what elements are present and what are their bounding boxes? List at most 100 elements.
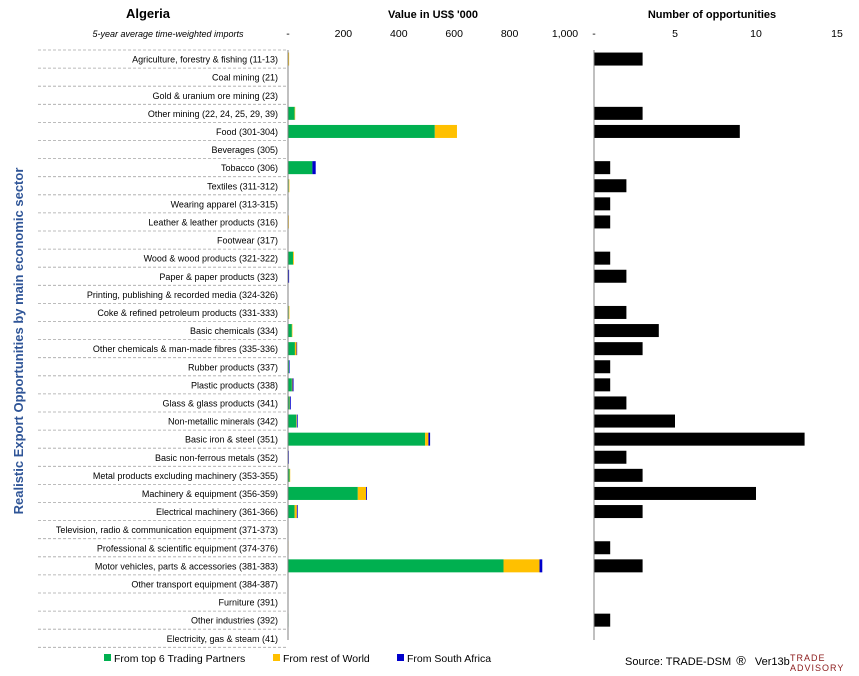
category-label: Rubber products (337)	[188, 362, 278, 372]
imports-subtitle: 5-year average time-weighted imports	[92, 29, 244, 39]
value-bar-top6	[288, 432, 426, 446]
category-label: Tobacco (306)	[221, 163, 278, 173]
legend-label-top6: From top 6 Trading Partners	[114, 653, 245, 665]
legend-swatch-sa	[397, 654, 404, 661]
count-bar	[594, 106, 643, 120]
value-bar-top6	[288, 468, 290, 482]
logo-line2: ADVISORY	[790, 663, 844, 673]
value-tick-label: 600	[445, 28, 463, 40]
legend-swatch-row	[273, 654, 280, 661]
category-label: Glass & glass products (341)	[162, 398, 278, 408]
count-tick-label: -	[592, 28, 596, 40]
value-bar-sa	[292, 378, 294, 392]
value-tick-label: -	[286, 28, 290, 40]
count-tick-label: 10	[750, 28, 762, 40]
version-label: Ver13b	[755, 656, 790, 668]
legend-label-sa: From South Africa	[407, 653, 491, 665]
category-label: Television, radio & communication equipm…	[56, 525, 278, 535]
value-axis-title: Value in US$ '000	[388, 9, 478, 21]
category-label: Food (301-304)	[216, 127, 278, 137]
count-bar	[594, 305, 627, 319]
category-labels: Agriculture, forestry & fishing (11-13) C…	[56, 55, 278, 644]
category-label: Wearing apparel (313-315)	[171, 199, 278, 209]
value-tick-label: 200	[335, 28, 353, 40]
category-label: Electrical machinery (361-366)	[156, 507, 278, 517]
value-bar-sa	[296, 505, 298, 519]
category-label: Coal mining (21)	[212, 73, 278, 83]
category-label: Beverages (305)	[211, 145, 278, 155]
category-label: Electricity, gas & steam (41)	[167, 634, 278, 644]
count-bar	[594, 486, 756, 500]
count-bar	[594, 251, 611, 265]
country-title: Algeria	[126, 6, 171, 21]
value-axis-ticks: - 200 400 600 800 1,000	[286, 28, 578, 40]
value-bar-row	[289, 468, 291, 482]
count-bar	[594, 414, 675, 428]
value-bar-top6	[288, 559, 504, 573]
value-bar-sa	[428, 432, 431, 446]
category-label: Basic iron & steel (351)	[185, 435, 278, 445]
category-label: Basic chemicals (334)	[190, 326, 278, 336]
category-label: Other transport equipment (384-387)	[131, 579, 278, 589]
value-bar-row	[425, 432, 429, 446]
category-label: Coke & refined petroleum products (331-3…	[97, 308, 278, 318]
value-bar-top6	[288, 360, 290, 374]
value-bar-row	[434, 124, 457, 138]
value-tick-label: 400	[390, 28, 408, 40]
count-bar	[594, 52, 643, 66]
value-bars	[288, 52, 543, 627]
count-bar	[594, 269, 627, 283]
value-bar-top6	[288, 378, 292, 392]
count-bar	[594, 613, 611, 627]
value-bar-row	[296, 414, 297, 428]
category-label: Other chemicals & man-made fibres (335-3…	[93, 344, 278, 354]
value-bar-sa	[312, 161, 316, 175]
value-bar-sa	[366, 486, 367, 500]
value-bar-sa	[539, 559, 543, 573]
category-label: Gold & uranium ore mining (23)	[152, 91, 278, 101]
category-label: Paper & paper products (323)	[159, 272, 278, 282]
category-label: Plastic products (338)	[191, 380, 278, 390]
value-bar-top6	[288, 251, 293, 265]
category-label: Non-metallic minerals (342)	[168, 417, 278, 427]
count-bar	[594, 559, 643, 573]
value-bar-sa	[288, 269, 290, 283]
value-bar-row	[291, 324, 293, 338]
value-tick-label: 800	[501, 28, 519, 40]
count-bar	[594, 360, 611, 374]
value-bar-sa	[296, 342, 298, 356]
count-bar	[594, 324, 659, 338]
value-bar-top6	[288, 505, 295, 519]
category-label: Footwear (317)	[217, 236, 278, 246]
value-bar-sa	[296, 414, 298, 428]
category-label: Professional & scientific equipment (374…	[97, 543, 278, 553]
value-bar-top6	[288, 106, 295, 120]
value-bar-row	[288, 179, 290, 193]
value-bar-row	[292, 251, 294, 265]
category-label: Basic non-ferrous metals (352)	[155, 453, 278, 463]
value-bar-row	[503, 559, 540, 573]
count-bar	[594, 179, 627, 193]
category-label: Textiles (311-312)	[207, 181, 278, 191]
value-bar-row	[294, 505, 297, 519]
y-axis-title: Realistic Export Opportunities by main e…	[11, 168, 26, 515]
count-tick-label: 15	[831, 28, 843, 40]
value-bar-row	[294, 342, 297, 356]
value-bar-top6	[288, 414, 297, 428]
count-axis-ticks: - 5 10 15	[592, 28, 843, 40]
value-bar-row	[294, 106, 296, 120]
value-bar-sa	[289, 360, 290, 374]
category-label: Leather & leather products (316)	[148, 217, 278, 227]
count-bar	[594, 161, 611, 175]
count-bar	[594, 432, 805, 446]
category-gridlines	[38, 49, 288, 648]
count-bar	[594, 396, 627, 410]
category-label: Wood & wood products (321-322)	[144, 254, 278, 264]
count-bar	[594, 124, 740, 138]
category-label: Other industries (392)	[191, 616, 278, 626]
legend: From top 6 Trading Partners From rest of…	[104, 653, 491, 665]
category-label: Metal products excluding machinery (353-…	[93, 471, 278, 481]
registered-mark: ®	[736, 653, 746, 668]
count-bar	[594, 215, 611, 229]
